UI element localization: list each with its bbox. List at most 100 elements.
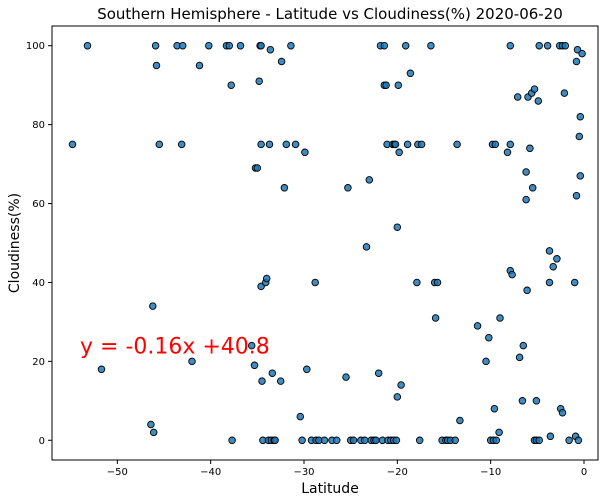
y-tick-label: 20: [32, 357, 45, 368]
data-point: [365, 176, 374, 184]
data-point: [515, 353, 524, 362]
data-point: [565, 436, 573, 445]
data-point: [344, 184, 352, 192]
x-axis-label: Latitude: [301, 481, 359, 497]
data-point: [360, 436, 369, 445]
data-point: [553, 255, 561, 263]
data-point: [147, 420, 155, 429]
data-points: [68, 41, 586, 445]
data-point: [433, 278, 442, 287]
data-point: [574, 436, 583, 445]
plot-frame: [51, 25, 599, 461]
data-point: [262, 274, 271, 283]
data-point: [391, 140, 400, 149]
regression-equation: y = -0.16x +40.8: [80, 335, 270, 360]
data-point: [543, 41, 552, 50]
data-point: [394, 81, 403, 89]
data-point: [83, 41, 92, 50]
data-point: [332, 436, 341, 445]
data-point: [560, 89, 569, 97]
data-point: [492, 436, 501, 445]
data-point: [266, 45, 275, 54]
data-point: [558, 408, 567, 417]
x-axis-ticks: −50 −40 −30 −20 −10 0: [107, 460, 587, 478]
chart-title: Southern Hemisphere - Latitude vs Cloudi…: [97, 5, 563, 23]
data-point: [372, 436, 380, 445]
y-tick-label: 60: [32, 199, 45, 210]
x-tick-label: −30: [293, 467, 314, 478]
data-point: [382, 81, 390, 89]
data-point: [506, 140, 515, 149]
axes: [51, 25, 599, 461]
data-point: [561, 41, 570, 50]
data-point: [506, 41, 515, 50]
data-point: [496, 314, 504, 322]
data-point: [393, 393, 402, 401]
data-point: [522, 168, 530, 176]
data-point: [362, 243, 371, 251]
data-point: [195, 61, 204, 70]
data-point: [532, 397, 541, 405]
data-point: [257, 41, 265, 50]
data-point: [572, 57, 581, 66]
data-point: [401, 41, 410, 50]
data-point: [258, 377, 266, 385]
data-point: [495, 428, 503, 437]
y-tick-label: 0: [39, 436, 45, 447]
data-point: [380, 41, 389, 50]
data-point: [349, 436, 358, 445]
data-point: [530, 85, 539, 93]
data-point: [178, 41, 187, 50]
x-tick-label: −50: [107, 467, 128, 478]
data-point: [298, 436, 306, 445]
x-tick-label: −10: [480, 467, 501, 478]
data-point: [535, 41, 543, 50]
data-point: [228, 436, 236, 445]
data-point: [276, 377, 285, 385]
data-point: [227, 81, 235, 89]
data-point: [572, 191, 581, 200]
data-point: [523, 286, 531, 295]
x-tick-label: −40: [200, 467, 221, 478]
data-point: [453, 140, 461, 149]
data-point: [392, 436, 401, 445]
data-point: [535, 436, 543, 445]
data-point: [287, 41, 295, 50]
data-point: [253, 164, 262, 172]
data-point: [303, 365, 311, 374]
y-axis-ticks: 0 20 40 60 80 100: [26, 41, 52, 447]
data-point: [151, 41, 160, 50]
data-point: [415, 436, 424, 445]
data-point: [291, 140, 300, 149]
data-point: [451, 436, 459, 445]
data-point: [393, 223, 402, 231]
data-point: [250, 361, 259, 370]
data-point: [485, 333, 493, 342]
data-point: [513, 93, 522, 101]
data-point: [490, 404, 499, 413]
x-tick-label: −20: [387, 467, 408, 478]
data-point: [403, 140, 412, 149]
data-point: [68, 140, 77, 149]
data-point: [155, 140, 164, 149]
data-point: [296, 412, 305, 421]
data-point: [320, 436, 329, 445]
data-point: [526, 144, 534, 153]
data-point: [205, 41, 213, 50]
data-point: [188, 357, 196, 366]
data-point: [491, 140, 500, 149]
data-point: [271, 436, 279, 445]
data-point: [576, 112, 585, 121]
data-point: [374, 369, 383, 377]
data-point: [575, 132, 584, 141]
data-point: [427, 41, 435, 50]
data-point: [519, 341, 528, 350]
data-point: [545, 278, 554, 287]
data-point: [413, 278, 421, 287]
data-point: [456, 416, 464, 425]
data-point: [518, 397, 527, 405]
data-point: [508, 270, 516, 279]
data-point: [576, 172, 585, 180]
data-point: [225, 41, 234, 50]
data-point: [280, 184, 289, 192]
